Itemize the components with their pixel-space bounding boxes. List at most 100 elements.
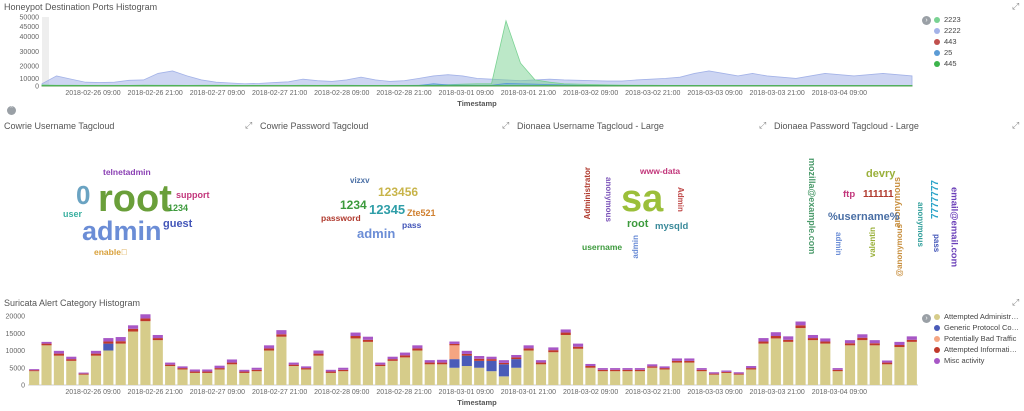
bar-segment [461,355,472,367]
bar-segment [795,325,806,329]
bar-segment [597,371,608,385]
bar-segment [585,366,596,368]
expand-icon[interactable]: ⤢ [759,120,767,130]
legend-item[interactable]: 443 [934,36,994,47]
tag-word[interactable]: Zte521 [407,208,436,218]
tag-word[interactable]: 1234 [168,203,189,213]
legend-item[interactable]: 2222 [934,25,994,36]
expand-icon[interactable]: ⤢ [1012,120,1020,130]
tag-word[interactable]: admin [834,232,843,256]
bar-segment [684,358,695,361]
legend-item[interactable]: 2223 [934,14,994,25]
chevron-right-icon[interactable]: › [922,16,931,25]
tag-word[interactable]: guest [163,218,193,230]
tag-word[interactable]: root [98,178,172,220]
legend-item[interactable]: Attempted Administr… [934,311,1020,322]
bar-segment [313,355,324,385]
bar-segment [263,350,275,385]
bar-segment [807,340,818,385]
bar-segment [251,371,262,385]
bar-segment [634,368,645,370]
tag-word[interactable]: @anonymous [895,224,904,277]
bar-segment [461,366,472,385]
tag-word[interactable]: 0 [76,180,91,210]
bar-segment [437,364,448,385]
bar-segment [424,360,435,363]
legend-item[interactable]: Generic Protocol Co… [934,322,1020,333]
legend-swatch [934,335,940,342]
tag-word[interactable]: root [627,218,649,230]
legend-label: Potentially Bad Traffic [944,334,1017,343]
legend-item[interactable]: 25 [934,47,994,58]
tag-word[interactable]: password [321,213,361,223]
bar-segment [214,368,225,370]
tag-word[interactable]: admin [82,216,162,246]
bar-segment [424,362,435,365]
tag-word[interactable]: 7777777 [930,180,941,219]
bar-segment [486,360,497,372]
tag-word[interactable]: sa [621,178,664,220]
tag-word[interactable]: telnetadmin [103,167,151,177]
tag-word[interactable]: admin [631,235,640,259]
tag-word[interactable]: anonymous [604,177,613,222]
tag-word[interactable]: devry [866,168,896,180]
tag-word[interactable]: mysqld [655,221,689,232]
tag-word[interactable]: ftp [843,189,856,200]
tag-word[interactable]: 12345 [369,202,406,217]
expand-icon[interactable]: ⤢ [1012,297,1020,307]
legend-item[interactable]: Misc activity [934,355,1020,366]
tag-word[interactable]: mozilla@example.com [807,158,817,255]
tag-word[interactable]: 123456 [378,185,419,199]
bar-segment [387,356,398,360]
axis-shade [42,17,49,86]
expand-icon[interactable]: ⤢ [502,120,510,130]
tag-word[interactable]: Administrator [583,167,592,220]
bar-segment [486,371,497,385]
ports-histogram-title: Honeypot Destination Ports Histogram [4,2,158,12]
bar-segment [820,343,831,385]
tag-word[interactable]: pass [932,234,941,253]
tag-word[interactable]: Admin [676,187,685,212]
expand-icon[interactable]: ⤢ [245,120,253,130]
tag-word[interactable]: vizxv [350,176,370,185]
tag-word[interactable]: www-data [640,166,681,176]
chevron-right-icon[interactable]: › [922,314,931,323]
bar-segment [684,362,695,386]
tag-word[interactable]: email@email.com [948,187,960,268]
bar-segment [573,343,584,347]
bar-segment [313,350,324,354]
expand-icon[interactable]: ⤢ [1012,1,1020,11]
y-tick-label: 10000 [6,348,26,355]
bar-segment [857,337,868,341]
bar-segment [140,321,151,385]
legend-item[interactable]: Attempted Informati… [934,344,1020,355]
tag-word[interactable]: user [63,209,83,219]
suricata-histogram-chart: 20000 15000 10000 5000 0 2018-02-26 09:00 2018… [6,314,918,407]
bar-segment [622,371,633,385]
tag-word[interactable]: username [582,242,623,252]
tag-word[interactable]: 111111 [863,189,894,200]
bar-segment [202,369,213,372]
x-tick-label: 2018-03-03 09:00 [687,389,742,396]
legend-item[interactable]: Potentially Bad Traffic [934,333,1020,344]
legend-item[interactable]: 445 [934,58,994,69]
bar-segment [152,340,163,385]
bar-segment [375,364,386,367]
tag-word[interactable]: support [176,190,210,200]
bar-segment [140,314,151,319]
bar-segment [177,368,188,370]
bar-segment [647,364,658,367]
tag-word[interactable]: enable  [94,247,128,257]
tag-word[interactable]: pass [402,220,422,230]
bar-segment [276,334,287,337]
bar-segment [78,374,89,385]
tag-word[interactable]: %username% [828,211,900,223]
bar-segment [535,362,547,365]
suricata-histogram-title: Suricata Alert Category Histogram [4,298,141,308]
chevron-up-icon[interactable]: ˆ [7,106,16,115]
tag-word[interactable]: valentin [868,227,877,258]
tag-word[interactable]: anonymous [916,202,925,247]
tag-word[interactable]: admin [357,226,396,241]
tag-word[interactable]: 1234 [340,198,367,212]
bar-segment [189,369,200,372]
